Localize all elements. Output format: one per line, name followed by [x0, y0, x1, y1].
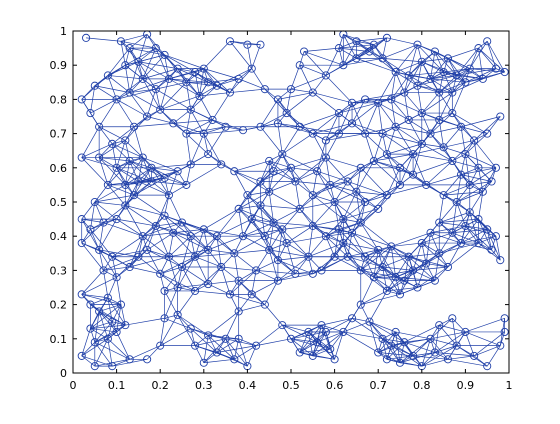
y-tick-label: 0.3 — [50, 264, 68, 277]
x-tick-label: 0.2 — [151, 379, 169, 392]
x-tick-label: 0.9 — [457, 379, 475, 392]
x-tick-label: 0 — [70, 379, 77, 392]
x-tick-label: 0.7 — [369, 379, 387, 392]
y-tick-label: 0.9 — [50, 59, 68, 72]
x-tick-label: 0.8 — [413, 379, 431, 392]
y-tick-label: 0.4 — [50, 230, 68, 243]
x-tick-label: 1 — [506, 379, 513, 392]
y-tick-label: 0 — [60, 367, 67, 380]
y-tick-label: 0.2 — [50, 299, 68, 312]
y-tick-label: 0.7 — [50, 128, 68, 141]
x-tick-label: 0.4 — [239, 379, 257, 392]
y-tick-label: 0.8 — [50, 93, 68, 106]
x-tick-label: 0.3 — [195, 379, 213, 392]
x-tick-label: 0.1 — [108, 379, 126, 392]
y-tick-label: 0.1 — [50, 333, 68, 346]
y-tick-label: 1 — [60, 25, 67, 38]
x-tick-label: 0.6 — [326, 379, 344, 392]
x-tick-label: 0.5 — [282, 379, 300, 392]
y-tick-label: 0.6 — [50, 162, 68, 175]
y-tick-label: 0.5 — [50, 196, 68, 209]
